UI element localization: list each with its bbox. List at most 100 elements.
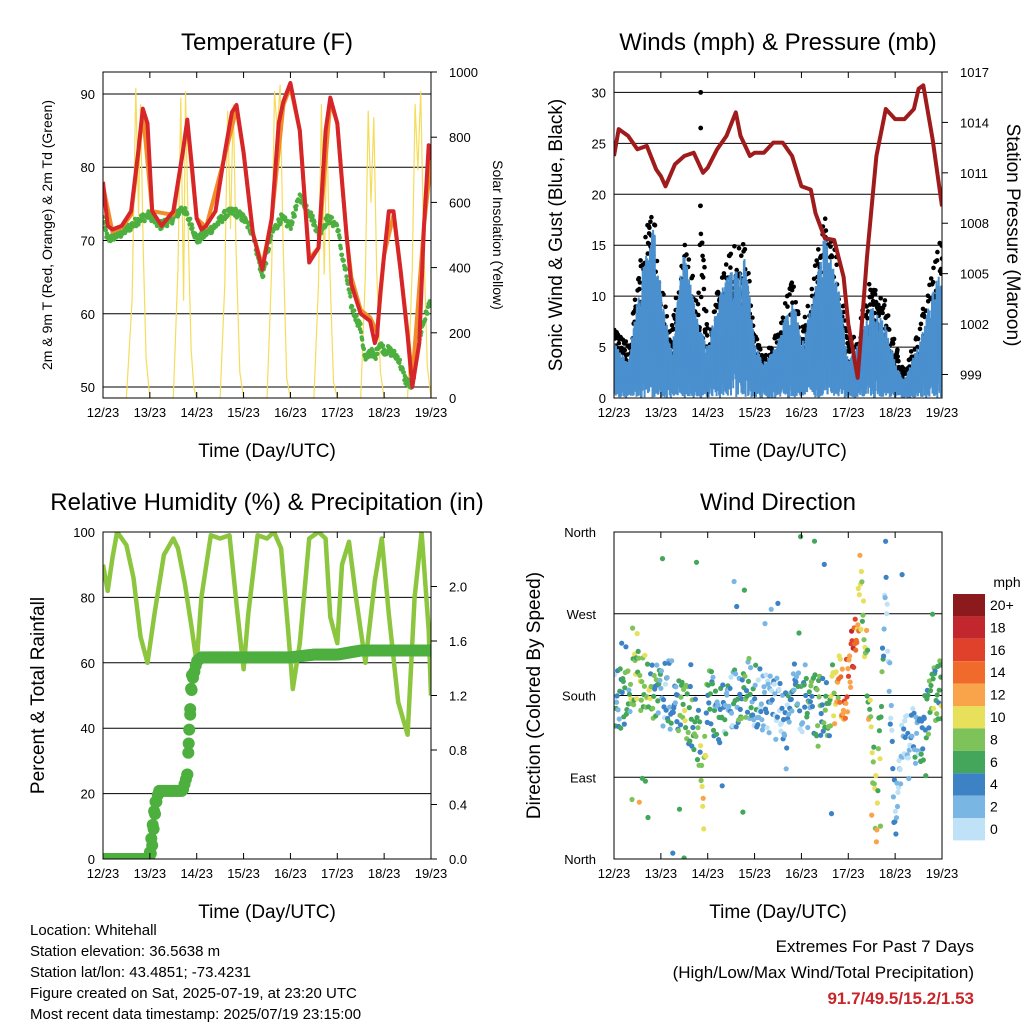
- temperature-panel: 50 60 70 80 90 0 200 400 600 800 1000 Temperature (…: [39, 29, 506, 462]
- direction-point: [839, 666, 845, 672]
- direction-point: [806, 689, 812, 695]
- dewpoint-point: [400, 366, 405, 371]
- direction-point: [788, 696, 794, 702]
- direction-point: [723, 731, 729, 737]
- direction-point: [819, 702, 825, 708]
- direction-point: [623, 644, 629, 650]
- colorbar-swatch: [953, 728, 985, 751]
- gust-point: [822, 216, 828, 221]
- direction-point: [712, 688, 719, 694]
- dewpoint-point: [283, 215, 288, 220]
- direction-point: [687, 683, 693, 690]
- direction-point: [797, 708, 803, 714]
- direction-point: [875, 788, 881, 794]
- direction-point: [871, 781, 877, 787]
- gust-point: [643, 234, 648, 240]
- direction-point: [642, 652, 648, 658]
- y-tick-label: East: [570, 770, 596, 785]
- direction-point: [811, 538, 818, 544]
- direction-point: [636, 799, 642, 805]
- dewpoint-point: [290, 220, 295, 225]
- direction-point: [925, 731, 932, 737]
- gust-point: [939, 271, 942, 276]
- x-tick-label: 18/23: [879, 405, 912, 420]
- direction-point: [634, 696, 640, 702]
- gust-point: [931, 265, 936, 271]
- y2-tick-label: 1014: [960, 115, 989, 130]
- direction-point: [888, 702, 894, 709]
- direction-point: [847, 653, 853, 659]
- direction-point: [662, 681, 669, 687]
- x-axis-label: Time (Day/UTC): [198, 902, 336, 923]
- y-tick-label: 25: [592, 136, 606, 151]
- direction-point: [846, 657, 852, 663]
- x-tick-label: 18/23: [368, 405, 401, 420]
- y-tick-label: 90: [81, 87, 95, 102]
- y-tick-label: 20: [81, 787, 95, 802]
- y2-tick-label: 1008: [960, 216, 989, 231]
- rainfall-point: [148, 805, 161, 818]
- gust-point: [669, 323, 675, 328]
- rainfall-point: [143, 846, 156, 859]
- direction-point: [814, 733, 820, 739]
- direction-point: [902, 734, 908, 741]
- direction-point: [812, 672, 818, 678]
- direction-point: [874, 800, 881, 806]
- direction-point: [634, 631, 640, 637]
- gust-point: [805, 303, 811, 309]
- direction-point: [802, 704, 808, 710]
- y2-tick-label: 1002: [960, 317, 989, 332]
- direction-point: [739, 677, 745, 683]
- colorbar-swatch: [953, 795, 985, 818]
- direction-point: [803, 692, 809, 699]
- gust-point: [915, 336, 921, 342]
- direction-point: [892, 808, 899, 814]
- y-tick-label: 20: [592, 187, 606, 202]
- colorbar-swatch: [953, 594, 985, 617]
- direction-point: [733, 724, 739, 730]
- direction-point: [875, 746, 882, 752]
- direction-point: [773, 736, 779, 742]
- y2-tick-label: 800: [449, 130, 471, 145]
- direction-point: [687, 738, 693, 744]
- direction-point: [759, 727, 766, 733]
- direction-point: [764, 725, 770, 731]
- dewpoint-point: [329, 215, 335, 220]
- gust-point: [829, 254, 835, 260]
- gust-point: [759, 353, 765, 358]
- gust-point: [673, 295, 679, 301]
- direction-point: [857, 552, 863, 558]
- direction-point: [620, 678, 626, 685]
- direction-point: [626, 687, 632, 693]
- colorbar-label: 2: [990, 799, 998, 815]
- direction-point: [678, 694, 684, 700]
- direction-point: [899, 722, 905, 728]
- gust-point: [867, 302, 873, 307]
- x-tick-label: 19/23: [926, 405, 959, 420]
- direction-point: [626, 691, 633, 697]
- x-tick-label: 17/23: [832, 866, 865, 881]
- direction-point: [684, 691, 690, 697]
- direction-point: [938, 674, 942, 680]
- direction-point: [692, 696, 699, 702]
- direction-point: [717, 740, 723, 746]
- direction-point: [909, 733, 915, 739]
- y2-tick-label: 999: [960, 367, 982, 382]
- direction-point: [757, 666, 763, 672]
- direction-point: [657, 677, 663, 684]
- direction-point: [746, 655, 752, 662]
- plot-frame: [102, 71, 432, 399]
- rainfall-point: [182, 746, 195, 759]
- direction-point: [690, 724, 696, 731]
- direction-point: [707, 706, 713, 712]
- direction-point: [784, 745, 790, 751]
- direction-point: [858, 568, 865, 575]
- direction-point: [928, 682, 934, 689]
- direction-point: [786, 719, 792, 725]
- gust-point: [637, 280, 643, 285]
- direction-point: [774, 675, 780, 681]
- dewpoint-point: [360, 337, 365, 342]
- direction-point: [655, 710, 661, 716]
- direction-point: [868, 724, 874, 730]
- direction-point: [750, 712, 756, 718]
